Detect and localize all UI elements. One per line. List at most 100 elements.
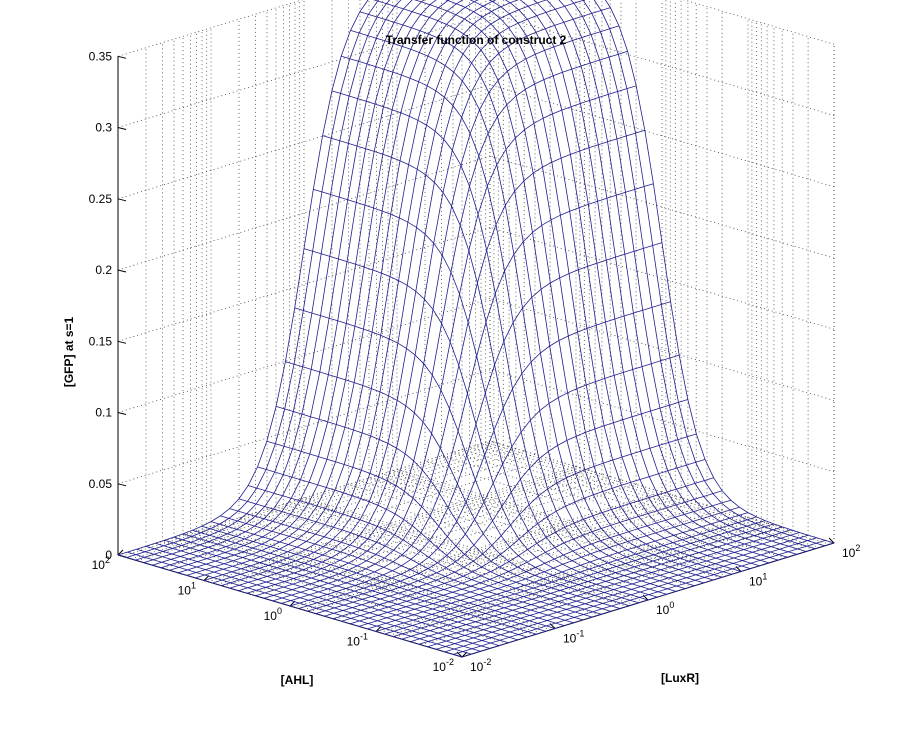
- mesh-line-ahl: [195, 0, 479, 579]
- floor-grid-line: [131, 444, 504, 560]
- z-axis-label: [GFP] at s=1: [62, 317, 76, 388]
- mesh-line-luxr: [570, 0, 807, 552]
- mesh-line-ahl: [221, 0, 548, 586]
- tick-labels: 0 0.05 0.1 0.15 0.2 0.25 0.3 0.35 10-2 10-1 100 101…: [89, 49, 861, 674]
- x-axis-label: [AHL]: [281, 673, 314, 687]
- mesh-line-ahl: [203, 0, 497, 581]
- z-tick-label: 0.05: [89, 477, 113, 491]
- mesh-line-ahl: [281, 183, 654, 604]
- mesh-line-ahl: [272, 129, 645, 602]
- mesh-line-ahl: [186, 0, 464, 576]
- mesh-line-luxr: [341, 55, 686, 589]
- ahl-tick-label: 10-1: [347, 632, 368, 649]
- floor-grid-line: [308, 497, 682, 613]
- z-tick: [117, 269, 127, 273]
- luxr-tick-label: 101: [749, 572, 767, 589]
- mesh-line-luxr: [558, 0, 797, 555]
- z-tick: [117, 340, 127, 344]
- y-axis-label: [LuxR]: [661, 671, 699, 685]
- mesh-line-ahl: [152, 0, 413, 566]
- wall-grid-line: [117, 155, 491, 271]
- z-tick-label: 0.3: [95, 121, 112, 135]
- floor-grid-line: [229, 473, 603, 589]
- mesh-line-luxr: [350, 30, 695, 587]
- mesh-line-ahl: [246, 25, 620, 594]
- chart-title: Transfer function of construct 2: [386, 33, 567, 47]
- wall-grid-line: [117, 226, 491, 342]
- floor-grid-line: [441, 455, 786, 559]
- mesh-line-luxr: [414, 0, 723, 578]
- mesh-line-luxr: [488, 0, 751, 569]
- wall-grid-line: [117, 84, 491, 200]
- mesh-line-ahl: [169, 0, 437, 571]
- mesh-line-luxr: [322, 135, 667, 595]
- floor-grid-line: [289, 491, 663, 607]
- mesh-line-luxr: [373, 0, 714, 581]
- ahl-tick-label: 101: [178, 581, 196, 598]
- z-tick: [117, 127, 127, 130]
- mesh-line-ahl: [117, 0, 369, 556]
- z-tick: [117, 55, 127, 59]
- floor-grid-line: [143, 448, 517, 564]
- mesh-line-luxr: [582, 0, 816, 550]
- surface-mesh: [117, 0, 835, 658]
- mesh-line-ahl: [160, 0, 425, 569]
- mesh-line-ahl: [126, 0, 380, 558]
- floor-grid-line: [121, 441, 495, 557]
- mesh-line-ahl: [212, 0, 519, 584]
- floor-grid-line: [207, 467, 581, 583]
- z-tick-label: 0: [105, 548, 112, 562]
- mesh-line-luxr: [303, 248, 649, 601]
- floor-grid-line: [203, 466, 577, 581]
- z-tick-label: 0.1: [95, 406, 112, 420]
- mesh-line-ahl: [255, 50, 628, 597]
- z-tick: [117, 198, 127, 202]
- wall-grid-line: [117, 369, 491, 485]
- mesh-line-ahl: [264, 85, 637, 599]
- floor-grid-line: [469, 446, 814, 550]
- grid-layer: [117, 0, 835, 658]
- luxr-tick-label: 10-1: [563, 629, 584, 646]
- wall-grid-line: [117, 0, 304, 57]
- mesh-line-ahl: [143, 0, 402, 563]
- floor-grid-line: [222, 471, 596, 587]
- z-tick-label: 0.2: [95, 263, 112, 277]
- mesh-line-ahl: [238, 7, 611, 592]
- mesh-line-luxr: [546, 0, 788, 558]
- luxr-tick-label: 100: [656, 600, 674, 617]
- z-tick-label: 0.15: [89, 334, 113, 348]
- mesh-line-luxr: [593, 0, 825, 547]
- wall-grid-line: [117, 298, 491, 413]
- ahl-tick-label: 100: [264, 606, 282, 623]
- ahl-tick-label: 102: [92, 555, 110, 572]
- ahl-tick: [117, 549, 124, 556]
- luxr-tick: [828, 537, 835, 544]
- mesh-line-luxr: [519, 0, 770, 564]
- floor-grid-line: [126, 443, 499, 558]
- mesh-line-luxr: [445, 0, 732, 575]
- mesh-line-ahl: [135, 0, 391, 561]
- mesh-line-luxr: [469, 0, 742, 572]
- z-tick-label: 0.25: [89, 192, 113, 206]
- ahl-tick-label: 10-2: [433, 657, 454, 674]
- luxr-tick-label: 10-2: [470, 657, 491, 674]
- floor-grid-line: [331, 489, 677, 592]
- floor-grid-line: [177, 458, 551, 574]
- mesh-line-ahl: [229, 0, 586, 589]
- z-tick: [117, 483, 127, 487]
- floor-grid-line: [217, 470, 590, 585]
- mesh-line-luxr: [533, 0, 779, 561]
- floor-grid-line: [263, 483, 637, 599]
- mesh-line-luxr: [359, 11, 704, 584]
- z-tick: [117, 412, 127, 415]
- floor-grid-line: [303, 495, 676, 611]
- z-tick-label: 0.35: [89, 49, 113, 63]
- floor-grid-line: [248, 479, 622, 595]
- mesh-line-luxr: [504, 0, 760, 567]
- floor-grid-line: [136, 446, 510, 562]
- luxr-tick-label: 102: [842, 543, 860, 560]
- wall-grid-line: [117, 13, 491, 128]
- floor-grid-line: [152, 450, 525, 566]
- wall-grid-line: [117, 440, 491, 556]
